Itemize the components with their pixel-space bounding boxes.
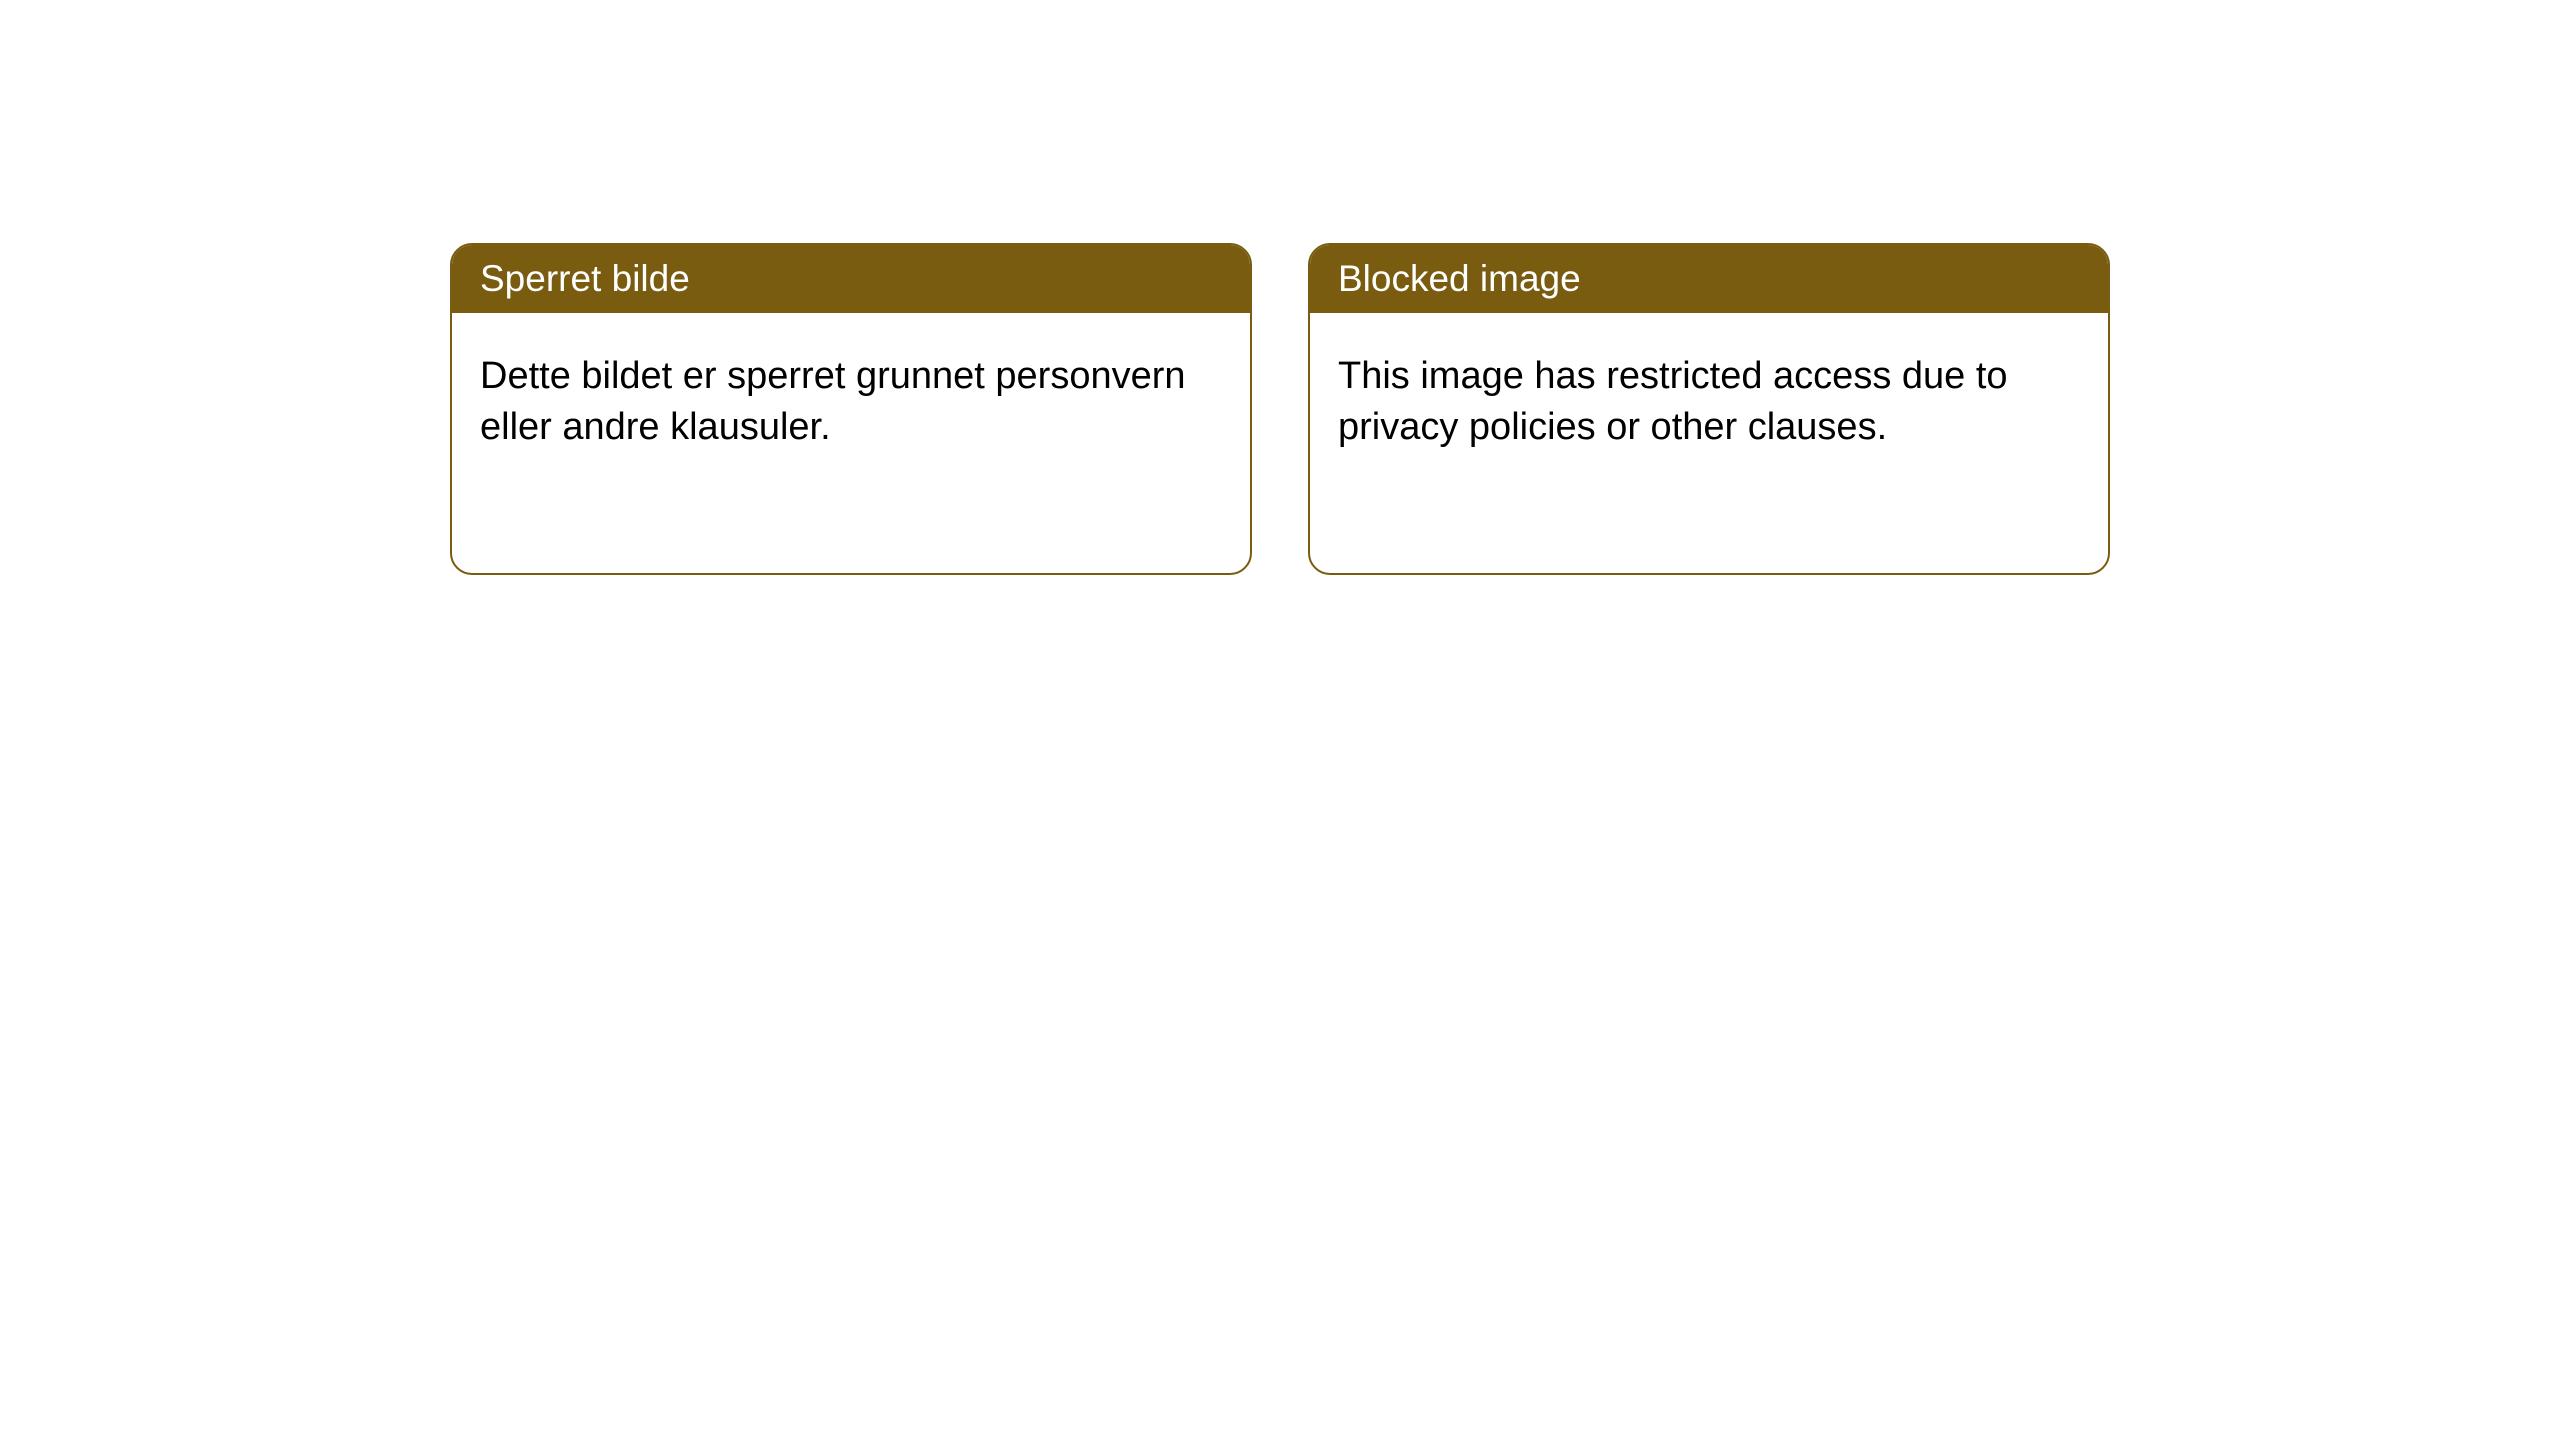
card-body-text: Dette bildet er sperret grunnet personve… (480, 355, 1186, 448)
notice-card-english: Blocked image This image has restricted … (1308, 243, 2110, 575)
card-header-text: Sperret bilde (480, 258, 690, 299)
notice-cards-container: Sperret bilde Dette bildet er sperret gr… (0, 0, 2560, 575)
notice-card-norwegian: Sperret bilde Dette bildet er sperret gr… (450, 243, 1252, 575)
card-body-text: This image has restricted access due to … (1338, 355, 2008, 448)
card-header: Sperret bilde (452, 245, 1250, 313)
card-header-text: Blocked image (1338, 258, 1581, 299)
card-body: This image has restricted access due to … (1310, 313, 2108, 492)
card-header: Blocked image (1310, 245, 2108, 313)
card-body: Dette bildet er sperret grunnet personve… (452, 313, 1250, 492)
